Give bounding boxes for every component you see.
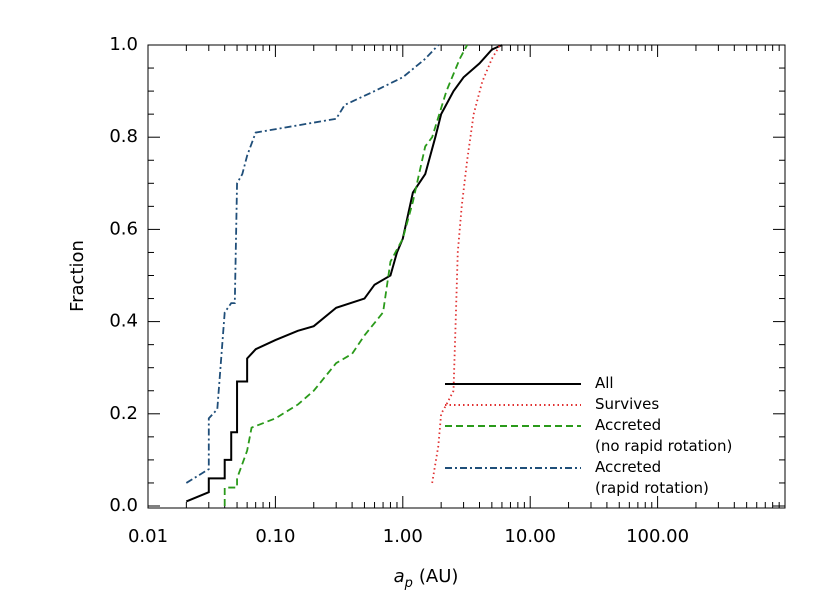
x-axis-label: ap (AU) <box>394 566 459 591</box>
series-line <box>185 44 503 503</box>
legend-entry: Survives <box>443 394 732 415</box>
legend-entry: Accreted (no rapid rotation) <box>443 415 732 457</box>
legend-swatch <box>445 383 581 385</box>
legend-entry: Accreted (rapid rotation) <box>443 457 732 499</box>
x-tick-label: 0.01 <box>128 526 168 547</box>
x-label-symbol: a <box>394 566 405 587</box>
y-tick-label: 1.0 <box>109 34 138 55</box>
y-tick-label: 0.6 <box>109 218 138 239</box>
series-line <box>185 44 439 484</box>
y-tick-label: 0.2 <box>109 403 138 424</box>
series-line <box>223 44 468 506</box>
y-tick-label: 0.0 <box>109 495 138 516</box>
legend-label: Accreted (rapid rotation) <box>595 458 709 497</box>
legend-label: All <box>595 374 614 392</box>
x-label-subscript: p <box>404 576 413 591</box>
legend-swatch <box>445 425 581 427</box>
y-tick-label: 0.8 <box>109 126 138 147</box>
x-label-unit: (AU) <box>419 566 459 587</box>
x-tick-label: 1.00 <box>383 526 423 547</box>
legend-swatch <box>445 404 581 406</box>
legend-label: Survives <box>595 395 660 413</box>
y-tick-label: 0.4 <box>109 311 138 332</box>
series-line <box>431 44 501 484</box>
x-tick-label: 0.10 <box>255 526 295 547</box>
y-axis-label: Fraction <box>67 240 88 312</box>
legend-entry: All <box>443 373 732 394</box>
legend: All Survives Accreted (no rapid rotation) A… <box>443 373 732 499</box>
legend-swatch <box>445 467 581 469</box>
x-tick-label: 10.00 <box>504 526 556 547</box>
legend-label: Accreted (no rapid rotation) <box>595 416 733 455</box>
x-tick-label: 100.00 <box>626 526 689 547</box>
